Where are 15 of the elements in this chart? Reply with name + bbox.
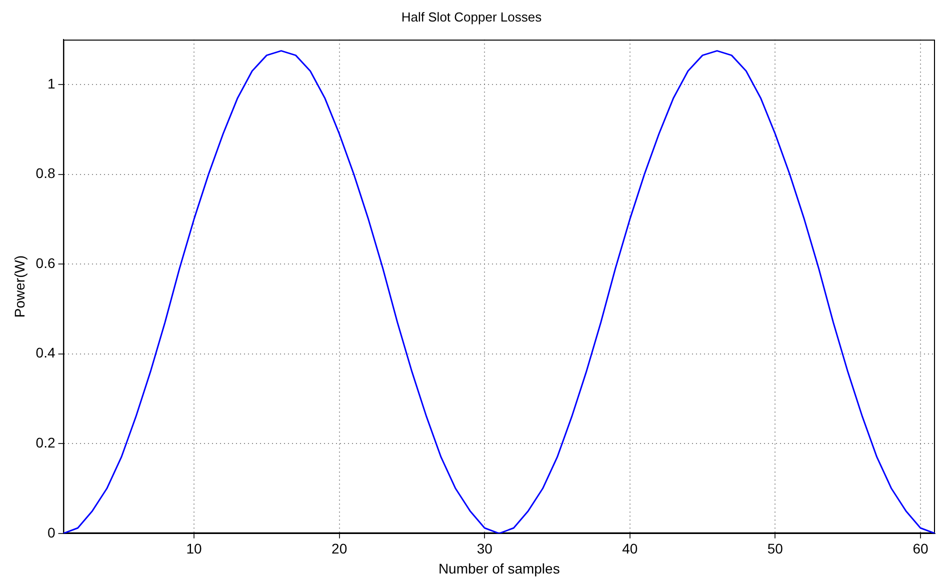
y-tick-label: 0.6 (36, 254, 56, 271)
y-tick-label: 0 (47, 524, 56, 540)
x-tick-label: 30 (476, 540, 493, 557)
y-tick-label: 0.2 (36, 434, 56, 450)
x-axis-title: Number of samples (438, 560, 560, 576)
x-tick-label: 10 (186, 540, 202, 557)
x-tick-label: 60 (912, 540, 928, 557)
y-axis-title: Power(W) (11, 255, 28, 318)
x-tick-label: 40 (622, 540, 638, 557)
chart-title: Half Slot Copper Losses (401, 9, 542, 24)
y-tick-label: 1 (47, 75, 56, 92)
x-tick-label: 50 (767, 540, 784, 557)
x-tick-label: 20 (332, 540, 348, 557)
y-tick-label: 0.8 (36, 165, 56, 182)
y-tick-label: 0.4 (36, 344, 56, 361)
